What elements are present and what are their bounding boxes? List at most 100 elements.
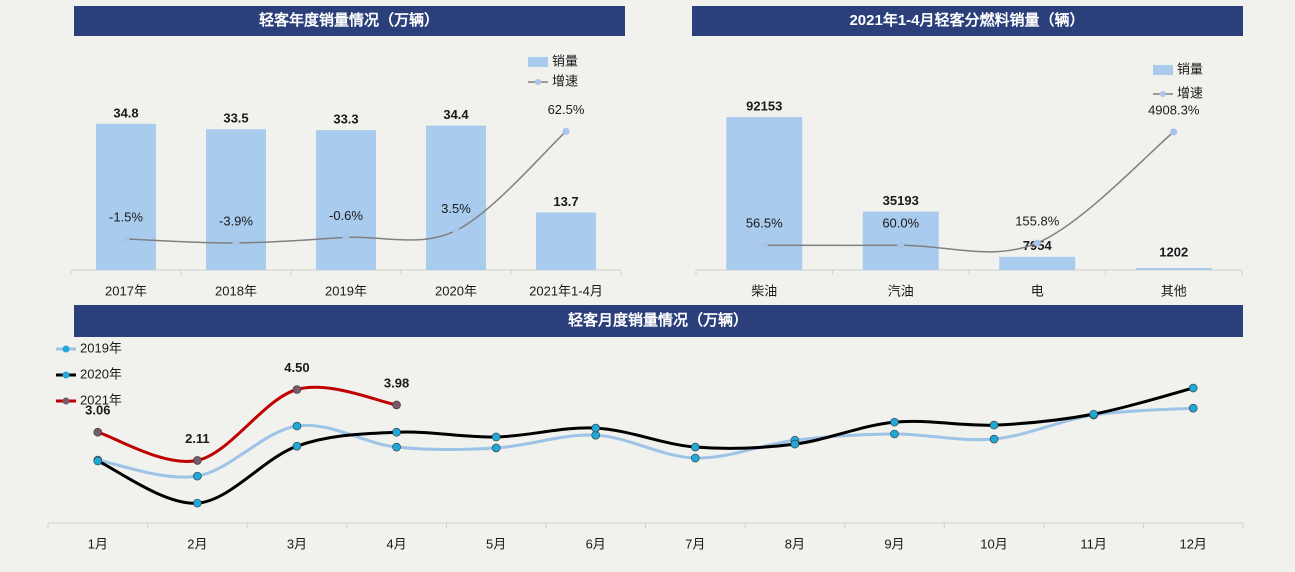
point-value-label: 2.11 bbox=[185, 431, 210, 446]
chart-title: 2021年1-4月轻客分燃料销量（辆） bbox=[849, 11, 1084, 29]
bar-value-label: 1202 bbox=[1159, 244, 1188, 259]
x-tick-label: 11月 bbox=[1080, 536, 1107, 551]
point-marker bbox=[1170, 128, 1178, 136]
bar bbox=[316, 130, 376, 270]
legend-label: 增速 bbox=[552, 73, 578, 88]
series-line bbox=[97, 386, 1194, 505]
x-tick-label: 4月 bbox=[386, 536, 406, 551]
legend-marker bbox=[535, 79, 541, 85]
point-marker bbox=[690, 453, 700, 463]
x-tick-label: 12月 bbox=[1179, 536, 1206, 551]
point-marker bbox=[989, 420, 999, 430]
point-marker bbox=[292, 421, 302, 431]
bar bbox=[862, 211, 939, 270]
x-tick-label: 10月 bbox=[980, 536, 1007, 551]
series-line bbox=[764, 131, 1175, 253]
point-marker bbox=[193, 498, 202, 508]
point-marker bbox=[1033, 239, 1041, 247]
point-marker bbox=[790, 439, 800, 449]
x-tick-label: 2月 bbox=[187, 536, 207, 551]
point-marker bbox=[193, 456, 202, 465]
point-marker bbox=[591, 423, 601, 433]
legend-marker bbox=[62, 397, 70, 405]
x-tick-label: 其他 bbox=[1161, 283, 1187, 298]
x-tick-label: 2019年 bbox=[325, 283, 367, 298]
x-tick-label: 8月 bbox=[785, 536, 805, 551]
x-tick-label: 3月 bbox=[287, 536, 307, 551]
bar-value-label: 34.4 bbox=[443, 107, 469, 122]
bar-value-label: 33.3 bbox=[333, 112, 358, 127]
point-marker bbox=[760, 241, 768, 249]
header-bar bbox=[74, 305, 1243, 337]
x-tick-label: 2020年 bbox=[435, 283, 477, 298]
point-value-label: 62.5% bbox=[548, 102, 585, 117]
bar bbox=[1135, 268, 1212, 270]
x-tick-label: 7月 bbox=[685, 536, 705, 551]
point-marker bbox=[591, 430, 601, 440]
x-tick-label: 汽油 bbox=[888, 283, 914, 298]
x-tick-label: 2018年 bbox=[215, 283, 257, 298]
legend-swatch bbox=[1153, 65, 1173, 75]
point-value-label: 60.0% bbox=[882, 216, 919, 231]
point-marker bbox=[122, 235, 130, 243]
point-value-label: 3.98 bbox=[384, 375, 409, 390]
point-marker bbox=[1188, 403, 1198, 413]
series-line bbox=[97, 385, 397, 463]
bar-value-label: 13.7 bbox=[553, 194, 578, 209]
x-tick-label: 电 bbox=[1031, 283, 1044, 298]
point-marker bbox=[342, 233, 350, 241]
point-value-label: 155.8% bbox=[1015, 213, 1060, 228]
point-marker bbox=[1089, 409, 1098, 419]
bar bbox=[426, 125, 486, 271]
point-marker bbox=[452, 227, 460, 235]
legend-label: 2021年 bbox=[80, 392, 122, 407]
legend-swatch bbox=[528, 57, 548, 67]
legend-label: 销量 bbox=[1177, 61, 1203, 76]
point-marker bbox=[897, 241, 905, 249]
point-marker bbox=[562, 127, 570, 135]
chart-title: 轻客年度销量情况（万辆） bbox=[259, 11, 439, 29]
bar bbox=[999, 256, 1076, 270]
x-tick-label: 6月 bbox=[586, 536, 606, 551]
point-marker bbox=[392, 442, 401, 452]
bar-value-label: 33.5 bbox=[223, 111, 248, 126]
series-line bbox=[97, 406, 1194, 479]
x-tick-label: 柴油 bbox=[751, 283, 777, 298]
legend-marker bbox=[62, 345, 70, 353]
point-marker bbox=[392, 427, 401, 437]
bar bbox=[96, 123, 156, 270]
x-tick-label: 9月 bbox=[884, 536, 904, 551]
point-marker bbox=[292, 441, 302, 451]
point-marker bbox=[890, 429, 899, 439]
point-value-label: -0.6% bbox=[329, 208, 363, 223]
point-marker bbox=[93, 456, 103, 466]
point-marker bbox=[193, 471, 202, 481]
bar-value-label: 92153 bbox=[746, 98, 782, 113]
x-tick-label: 2017年 bbox=[105, 283, 147, 298]
point-value-label: 4.50 bbox=[284, 360, 309, 375]
point-marker bbox=[989, 434, 999, 444]
point-value-label: 3.06 bbox=[85, 403, 110, 418]
x-tick-label: 2021年1-4月 bbox=[529, 283, 603, 298]
legend-label: 销量 bbox=[552, 53, 578, 68]
point-marker bbox=[690, 442, 700, 452]
chart-title: 轻客月度销量情况（万辆） bbox=[568, 311, 748, 329]
bar bbox=[206, 129, 266, 270]
header-bar bbox=[74, 6, 625, 36]
point-marker bbox=[491, 443, 501, 453]
point-marker bbox=[93, 427, 103, 437]
point-marker bbox=[292, 385, 302, 394]
point-value-label: 4908.3% bbox=[1148, 102, 1200, 117]
legend-marker bbox=[1160, 91, 1166, 97]
x-tick-label: 5月 bbox=[486, 536, 506, 551]
bar bbox=[536, 212, 596, 270]
point-value-label: 3.5% bbox=[441, 201, 471, 216]
legend-marker bbox=[62, 371, 70, 379]
x-tick-label: 1月 bbox=[88, 536, 108, 551]
legend-label: 2019年 bbox=[80, 340, 122, 355]
legend-label: 增速 bbox=[1177, 85, 1203, 100]
header-bar bbox=[692, 6, 1243, 36]
point-value-label: -3.9% bbox=[219, 213, 253, 228]
